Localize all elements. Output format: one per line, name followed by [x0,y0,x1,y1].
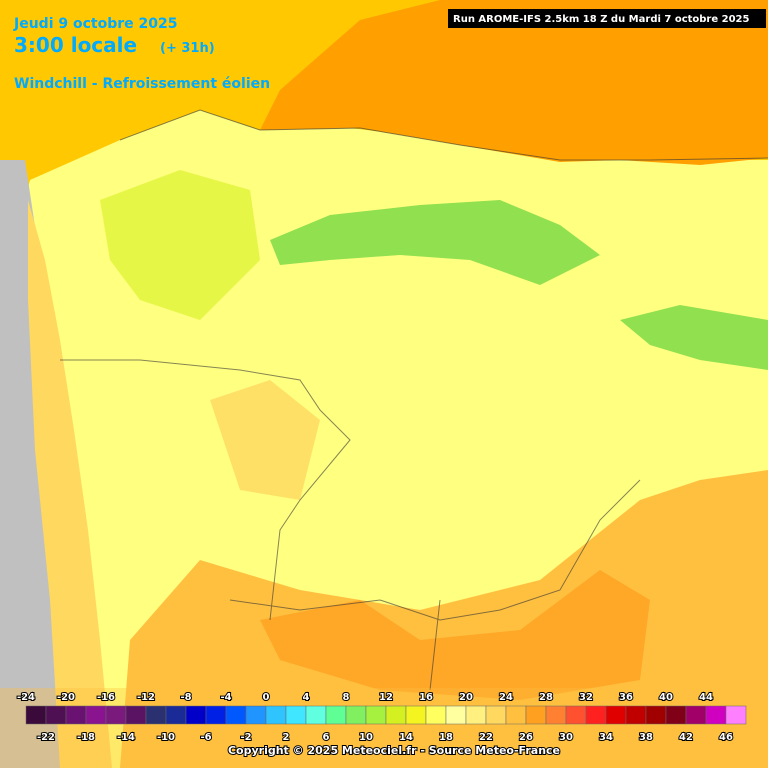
forecast-time: 3:00 locale [14,33,137,57]
legend-box [345,705,367,725]
legend-box [685,705,707,725]
legend-label: -10 [157,732,175,743]
legend-label: 28 [539,692,553,703]
legend-label: 0 [263,692,270,703]
legend-box [65,705,87,725]
forecast-date: Jeudi 9 octobre 2025 [13,16,177,32]
legend-box [225,705,247,725]
legend-box [385,705,407,725]
legend-box [565,705,587,725]
legend-box [265,705,287,725]
legend-label: 38 [639,732,653,743]
legend-backdrop [0,688,768,768]
legend: -24-22-20-18-16-14-12-10-8-6-4-202468101… [16,691,747,744]
legend-box [545,705,567,725]
legend-box [445,705,467,725]
parameter-title: Windchill - Refroissement éolien [14,76,270,92]
legend-label: 30 [559,732,573,743]
legend-box [665,705,687,725]
cold-band [270,200,600,285]
legend-label: -20 [57,692,75,703]
legend-label: 40 [659,692,673,703]
legend-box [625,705,647,725]
copyright: Copyright © 2025 Meteociel.fr - Source M… [228,744,560,757]
legend-box [25,705,47,725]
legend-label: 4 [303,692,310,703]
cold-band-east [620,305,768,370]
legend-label: 46 [719,732,733,743]
legend-box [645,705,667,725]
legend-label: 32 [579,692,593,703]
legend-label: -2 [240,732,251,743]
legend-label: 2 [283,732,290,743]
legend-box [285,705,307,725]
legend-box [145,705,167,725]
legend-box [85,705,107,725]
legend-label: -4 [220,692,231,703]
legend-box [405,705,427,725]
legend-label: 34 [599,732,613,743]
run-box [448,9,766,28]
legend-box [305,705,327,725]
legend-box [485,705,507,725]
run-info: Run AROME-IFS 2.5km 18 Z du Mardi 7 octo… [453,14,749,25]
warm-inland [210,380,320,500]
legend-label: 16 [419,692,433,703]
lead-time: (+ 31h) [160,41,215,56]
legend-label: -18 [77,732,95,743]
legend-box [105,705,127,725]
legend-label: 24 [499,692,513,703]
legend-label: -8 [180,692,191,703]
borders [60,109,768,691]
coast-strip [28,200,112,768]
legend-box [585,705,607,725]
legend-label: -6 [200,732,211,743]
ocean-north [260,0,768,165]
legend-box [365,705,387,725]
legend-box [605,705,627,725]
legend-label: 42 [679,732,693,743]
legend-box [525,705,547,725]
legend-box [465,705,487,725]
legend-label: -22 [37,732,55,743]
legend-label: -12 [137,692,155,703]
legend-label: 8 [343,692,350,703]
legend-label: 36 [619,692,633,703]
legend-box [45,705,67,725]
legend-box [425,705,447,725]
legend-box [185,705,207,725]
legend-box [725,705,747,725]
legend-label: -24 [17,692,35,703]
legend-box [325,705,347,725]
cool-area [100,170,260,320]
legend-box [705,705,727,725]
legend-box [165,705,187,725]
legend-label: 6 [323,732,330,743]
legend-label: 14 [399,732,413,743]
legend-label: 44 [699,692,713,703]
legend-box [245,705,267,725]
legend-box [125,705,147,725]
legend-box [205,705,227,725]
legend-box [505,705,527,725]
legend-label: 22 [479,732,493,743]
legend-label: 18 [439,732,453,743]
legend-label: -14 [117,732,135,743]
legend-label: 12 [379,692,393,703]
legend-label: 26 [519,732,533,743]
legend-label: 10 [359,732,373,743]
legend-label: 20 [459,692,473,703]
legend-label: -16 [97,692,115,703]
